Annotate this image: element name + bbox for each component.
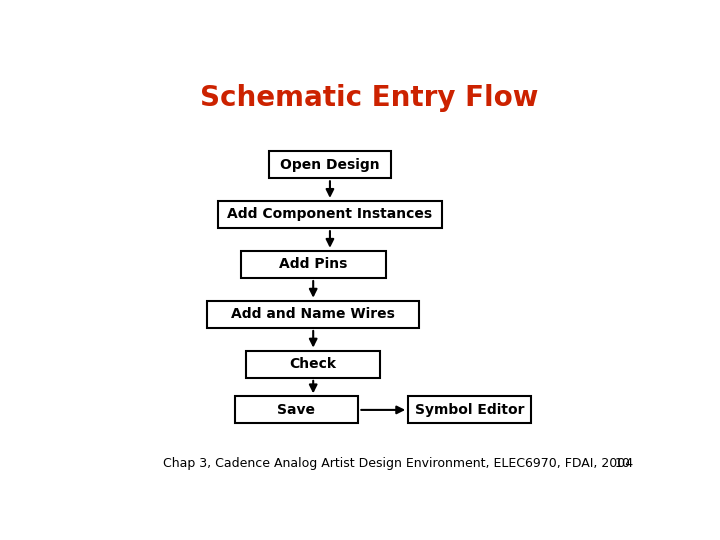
Text: Open Design: Open Design [280,158,379,172]
Text: Chap 3, Cadence Analog Artist Design Environment, ELEC6970, FDAI, 2004: Chap 3, Cadence Analog Artist Design Env… [163,457,633,470]
Text: Symbol Editor: Symbol Editor [415,403,524,417]
Bar [246,350,380,377]
Bar [269,151,392,178]
Bar [240,251,386,278]
Text: Save: Save [277,403,315,417]
Text: Add Pins: Add Pins [279,258,347,272]
Text: 10: 10 [615,457,631,470]
Bar [218,201,441,228]
Text: Schematic Entry Flow: Schematic Entry Flow [200,84,538,112]
Bar [235,396,358,423]
Text: Check: Check [289,357,337,371]
Bar [408,396,531,423]
Text: Add and Name Wires: Add and Name Wires [231,307,395,321]
Text: Add Component Instances: Add Component Instances [228,207,433,221]
Bar [207,301,419,328]
